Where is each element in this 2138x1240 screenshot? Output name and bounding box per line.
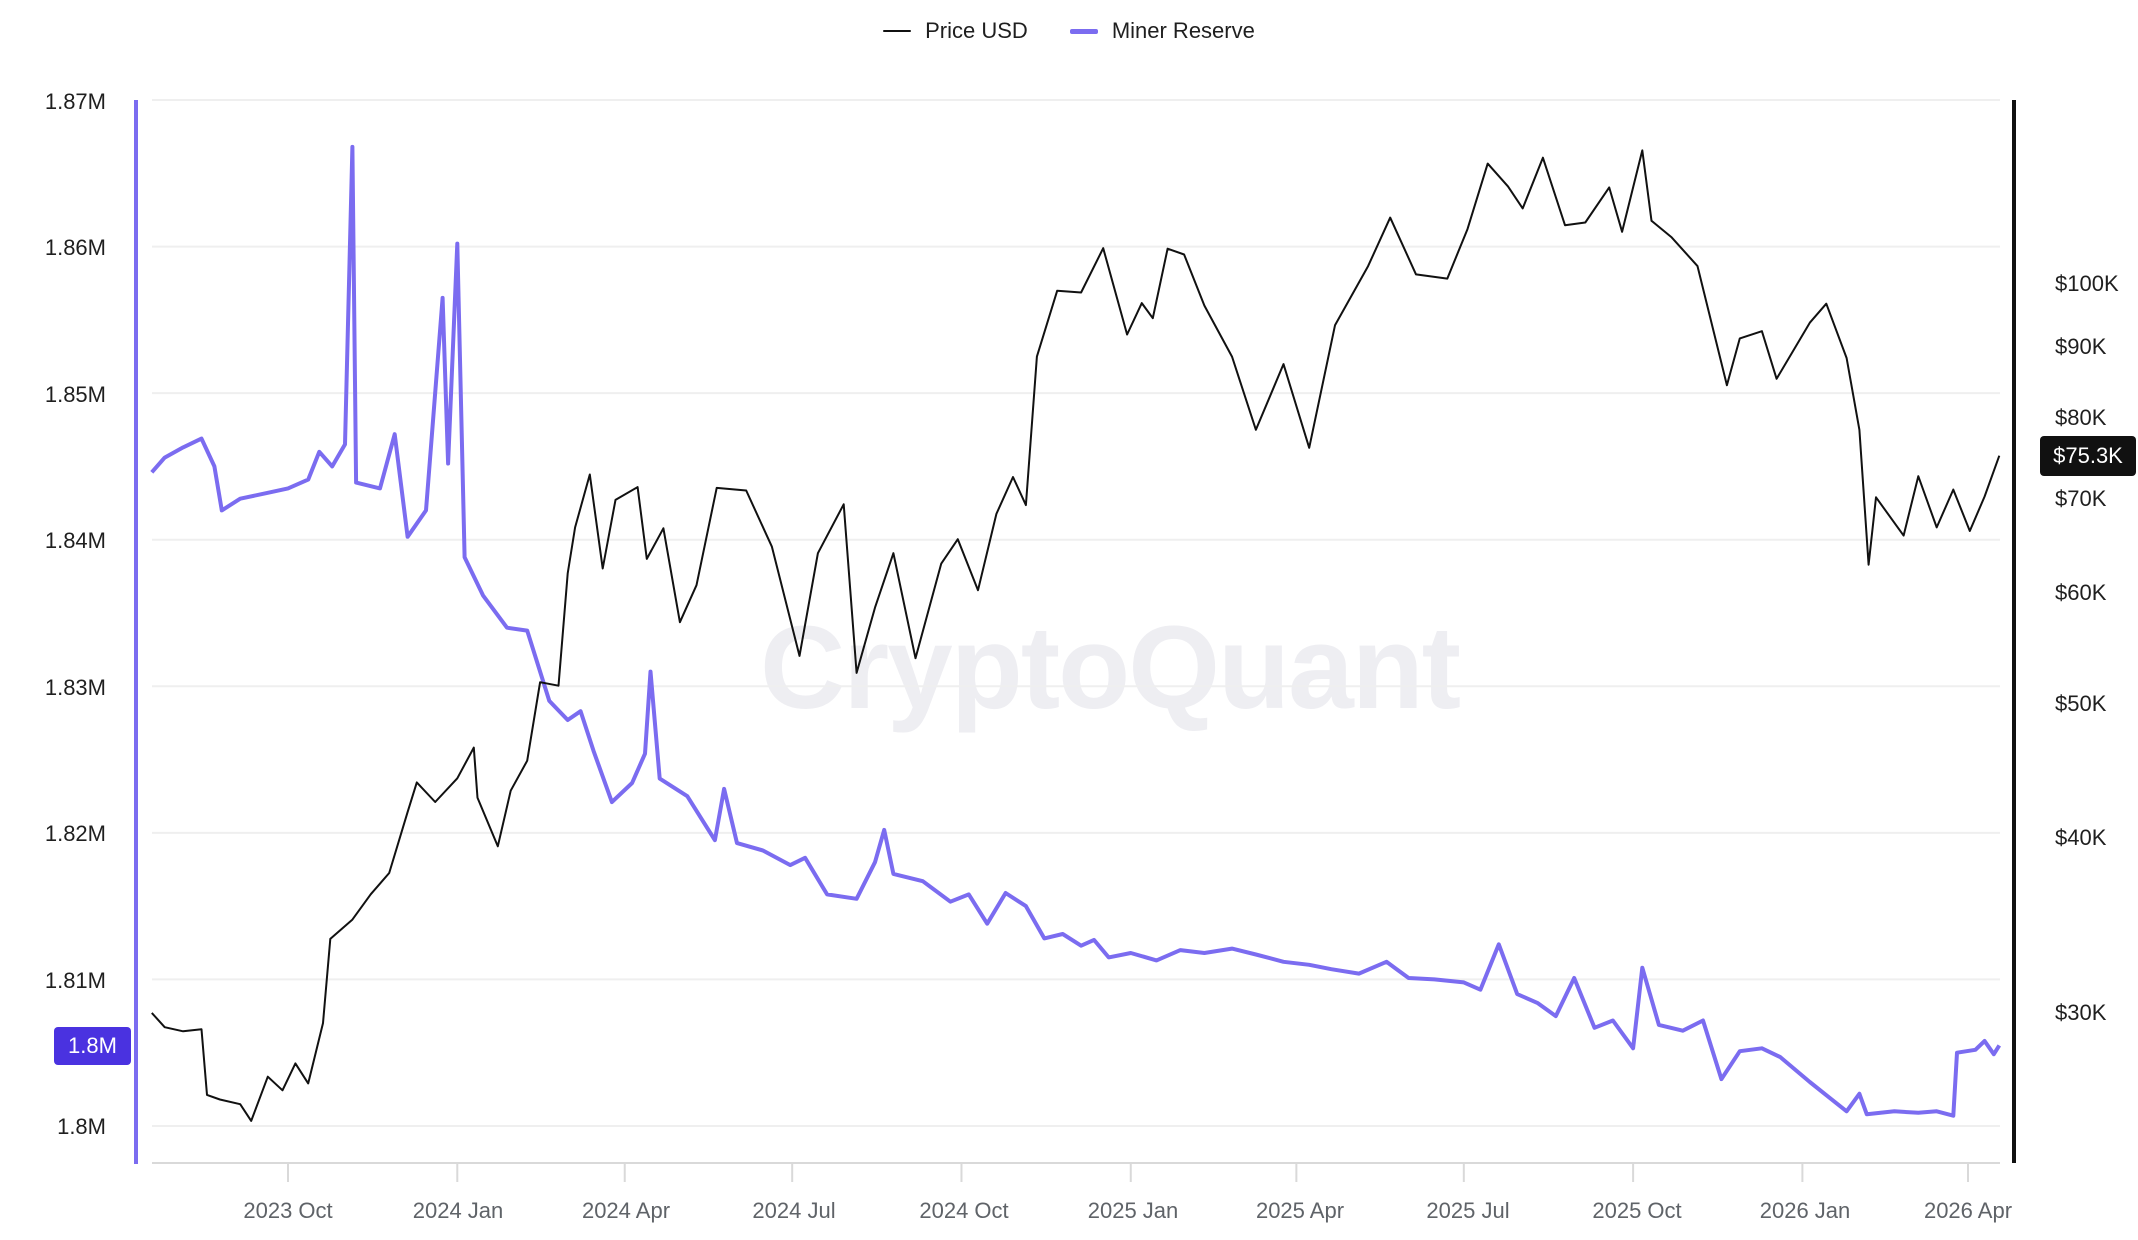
left-tick-label: 1.86M xyxy=(44,235,106,260)
x-tick-label: 2026 Jan xyxy=(1759,1198,1851,1223)
x-axis-ticks xyxy=(287,1164,1969,1182)
price-line-swatch-icon xyxy=(883,30,912,32)
right-tick-label: $40K xyxy=(2055,825,2107,850)
left-tick-label: 1.82M xyxy=(44,821,106,846)
left-tick-label: 1.83M xyxy=(44,675,106,700)
x-tick-label: 2024 Apr xyxy=(581,1198,671,1223)
right-tick-label: $80K xyxy=(2055,405,2107,430)
right-tick-label: $70K xyxy=(2055,486,2107,511)
x-tick-label: 2025 Oct xyxy=(1592,1198,1682,1223)
right-tick-label: $100K xyxy=(2055,271,2119,296)
grid-lines xyxy=(152,99,2000,1127)
left-tick-label: 1.85M xyxy=(44,382,106,407)
x-tick-label: 2025 Jul xyxy=(1426,1198,1510,1223)
right-tick-label: $30K xyxy=(2055,1000,2107,1025)
reserve-line-swatch-icon xyxy=(1069,28,1098,34)
left-tick-label: 1.81M xyxy=(44,968,106,993)
legend-item-price[interactable]: Price USD xyxy=(883,18,1028,44)
left-tick-label: 1.84M xyxy=(44,528,106,553)
right-tick-label: $90K xyxy=(2055,334,2107,359)
price-usd-line[interactable] xyxy=(151,149,2001,1122)
left-tick-label: 1.8M xyxy=(57,1114,106,1139)
x-tick-label: 2023 Oct xyxy=(243,1198,333,1223)
legend-item-reserve[interactable]: Miner Reserve xyxy=(1069,18,1255,44)
current-reserve-badge: 1.8M xyxy=(54,1027,131,1065)
x-tick-label: 2025 Apr xyxy=(1255,1198,1345,1223)
x-tick-label: 2026 Apr xyxy=(1923,1198,2013,1223)
x-tick-label: 2024 Jul xyxy=(752,1198,836,1223)
legend-label-reserve: Miner Reserve xyxy=(1111,18,1255,43)
x-tick-label: 2025 Jan xyxy=(1087,1198,1179,1223)
right-tick-label: $60K xyxy=(2055,580,2107,605)
right-tick-label: $50K xyxy=(2055,691,2107,716)
chart-legend: Price USD Miner Reserve xyxy=(0,18,2138,44)
left-tick-label: 1.87M xyxy=(44,89,106,114)
legend-label-price: Price USD xyxy=(925,18,1028,43)
x-tick-label: 2024 Jan xyxy=(412,1198,504,1223)
miner-reserve-line[interactable] xyxy=(150,144,2001,1118)
x-tick-label: 2024 Oct xyxy=(919,1198,1009,1223)
current-price-badge: $75.3K xyxy=(2040,436,2136,476)
